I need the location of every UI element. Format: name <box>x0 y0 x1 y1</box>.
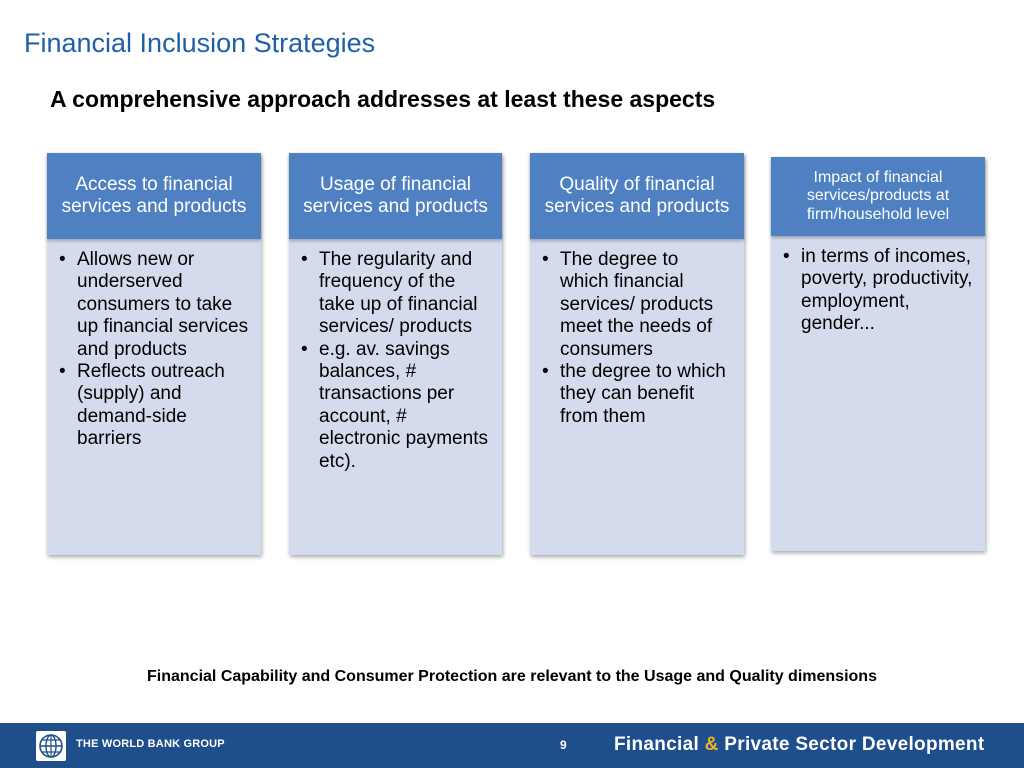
unit-name: Financial & Private Sector Development <box>614 734 984 756</box>
card-header-impact: Impact of financial services/products at… <box>771 157 985 236</box>
footer-bar: THE WORLD BANK GROUP 9 Financial & Priva… <box>0 723 1024 768</box>
slide-subtitle: A comprehensive approach addresses at le… <box>50 86 716 112</box>
bullet-item: Allows new or underserved consumers to t… <box>57 249 249 361</box>
card-impact: Impact of financial services/products at… <box>771 157 985 551</box>
card-header-access: Access to financial services and product… <box>47 153 261 239</box>
bullet-item: The degree to which financial services/ … <box>540 249 732 361</box>
footnote: Financial Capability and Consumer Protec… <box>147 668 877 685</box>
bullet-item: The regularity and frequency of the take… <box>299 249 490 339</box>
card-usage: Usage of financial services and products… <box>289 153 502 555</box>
card-body-impact: in terms of incomes, poverty, productivi… <box>771 236 985 336</box>
unit-name-amp: & <box>704 734 719 755</box>
unit-name-part1: Financial <box>614 734 700 755</box>
card-body-usage: The regularity and frequency of the take… <box>289 239 502 473</box>
bullet-item: the degree to which they can benefit fro… <box>540 361 732 428</box>
page-number: 9 <box>560 738 567 752</box>
card-body-quality: The degree to which financial services/ … <box>530 239 744 428</box>
card-body-access: Allows new or underserved consumers to t… <box>47 239 261 451</box>
unit-name-part2: Private Sector Development <box>724 734 985 755</box>
card-quality: Quality of financial services and produc… <box>530 153 744 555</box>
bullet-item: in terms of incomes, poverty, productivi… <box>781 246 973 336</box>
bullet-item: Reflects outreach (supply) and demand-si… <box>57 361 249 451</box>
org-name: THE WORLD BANK GROUP <box>76 738 225 750</box>
card-header-quality: Quality of financial services and produc… <box>530 153 744 239</box>
card-access: Access to financial services and product… <box>47 153 261 555</box>
card-header-usage: Usage of financial services and products <box>289 153 502 239</box>
bullet-item: e.g. av. savings balances, # transaction… <box>299 339 490 473</box>
slide-title: Financial Inclusion Strategies <box>24 28 376 58</box>
world-bank-globe-icon <box>36 731 66 761</box>
